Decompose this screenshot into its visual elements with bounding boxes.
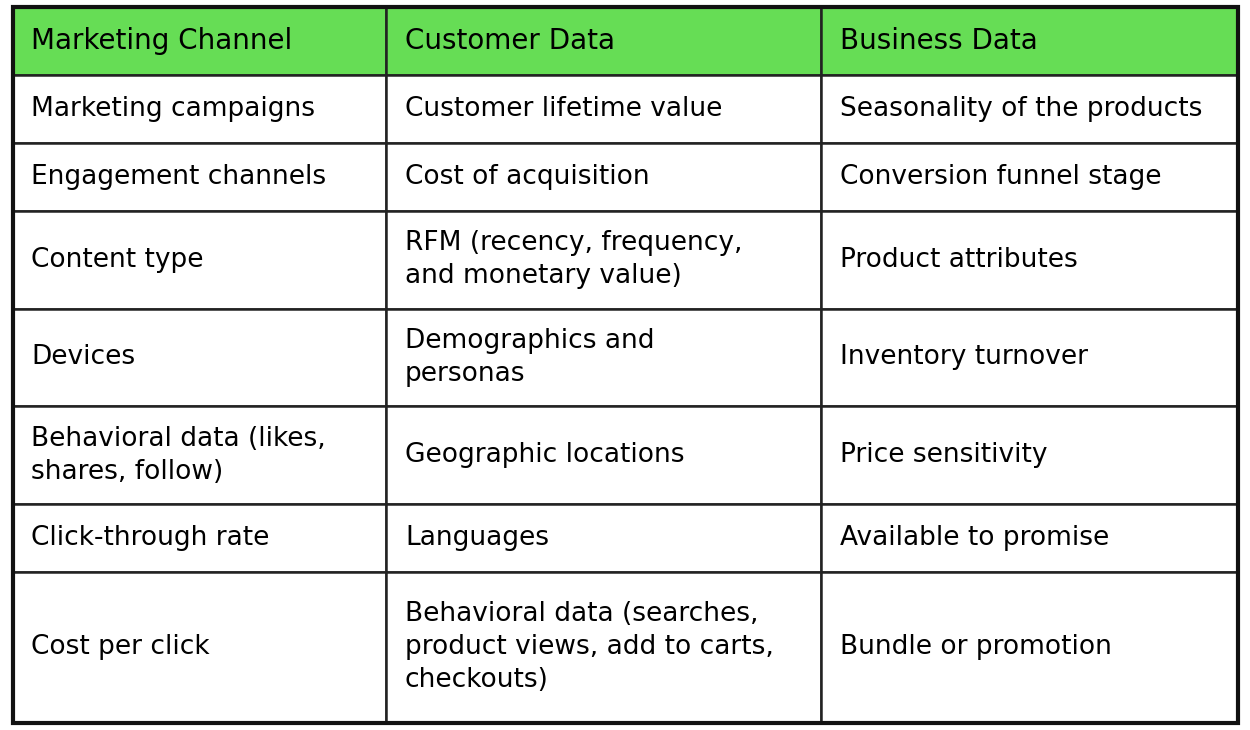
Bar: [12, 75, 386, 143]
Text: Customer Data: Customer Data: [405, 27, 615, 55]
Bar: [12, 7, 386, 75]
Bar: [821, 75, 1238, 143]
Bar: [821, 309, 1238, 407]
Text: Languages: Languages: [405, 525, 549, 551]
Text: Geographic locations: Geographic locations: [405, 442, 685, 469]
Bar: [386, 211, 821, 309]
Bar: [821, 7, 1238, 75]
Text: Price sensitivity: Price sensitivity: [840, 442, 1048, 469]
Bar: [386, 309, 821, 407]
Bar: [821, 504, 1238, 572]
Text: Bundle or promotion: Bundle or promotion: [840, 634, 1111, 661]
Text: Devices: Devices: [31, 345, 135, 370]
Text: Conversion funnel stage: Conversion funnel stage: [840, 164, 1161, 190]
Bar: [386, 143, 821, 211]
Bar: [821, 143, 1238, 211]
Text: Cost of acquisition: Cost of acquisition: [405, 164, 650, 190]
Bar: [386, 407, 821, 504]
Bar: [386, 7, 821, 75]
Text: Customer lifetime value: Customer lifetime value: [405, 96, 722, 122]
Bar: [12, 309, 386, 407]
Bar: [821, 572, 1238, 723]
Text: Behavioral data (likes,
shares, follow): Behavioral data (likes, shares, follow): [31, 426, 326, 485]
Bar: [821, 211, 1238, 309]
Bar: [12, 211, 386, 309]
Text: Inventory turnover: Inventory turnover: [840, 345, 1088, 370]
Bar: [821, 407, 1238, 504]
Text: Business Data: Business Data: [840, 27, 1038, 55]
Text: RFM (recency, frequency,
and monetary value): RFM (recency, frequency, and monetary va…: [405, 230, 742, 289]
Bar: [386, 572, 821, 723]
Bar: [12, 407, 386, 504]
Text: Click-through rate: Click-through rate: [31, 525, 270, 551]
Bar: [12, 504, 386, 572]
Text: Content type: Content type: [31, 247, 204, 272]
Text: Behavioral data (searches,
product views, add to carts,
checkouts): Behavioral data (searches, product views…: [405, 602, 774, 694]
Bar: [12, 143, 386, 211]
Text: Marketing Channel: Marketing Channel: [31, 27, 292, 55]
Text: Available to promise: Available to promise: [840, 525, 1109, 551]
Bar: [12, 572, 386, 723]
Bar: [386, 75, 821, 143]
Text: Cost per click: Cost per click: [31, 634, 210, 661]
Text: Product attributes: Product attributes: [840, 247, 1078, 272]
Text: Seasonality of the products: Seasonality of the products: [840, 96, 1202, 122]
Bar: [386, 504, 821, 572]
Text: Demographics and
personas: Demographics and personas: [405, 328, 655, 387]
Text: Engagement channels: Engagement channels: [31, 164, 326, 190]
Text: Marketing campaigns: Marketing campaigns: [31, 96, 315, 122]
